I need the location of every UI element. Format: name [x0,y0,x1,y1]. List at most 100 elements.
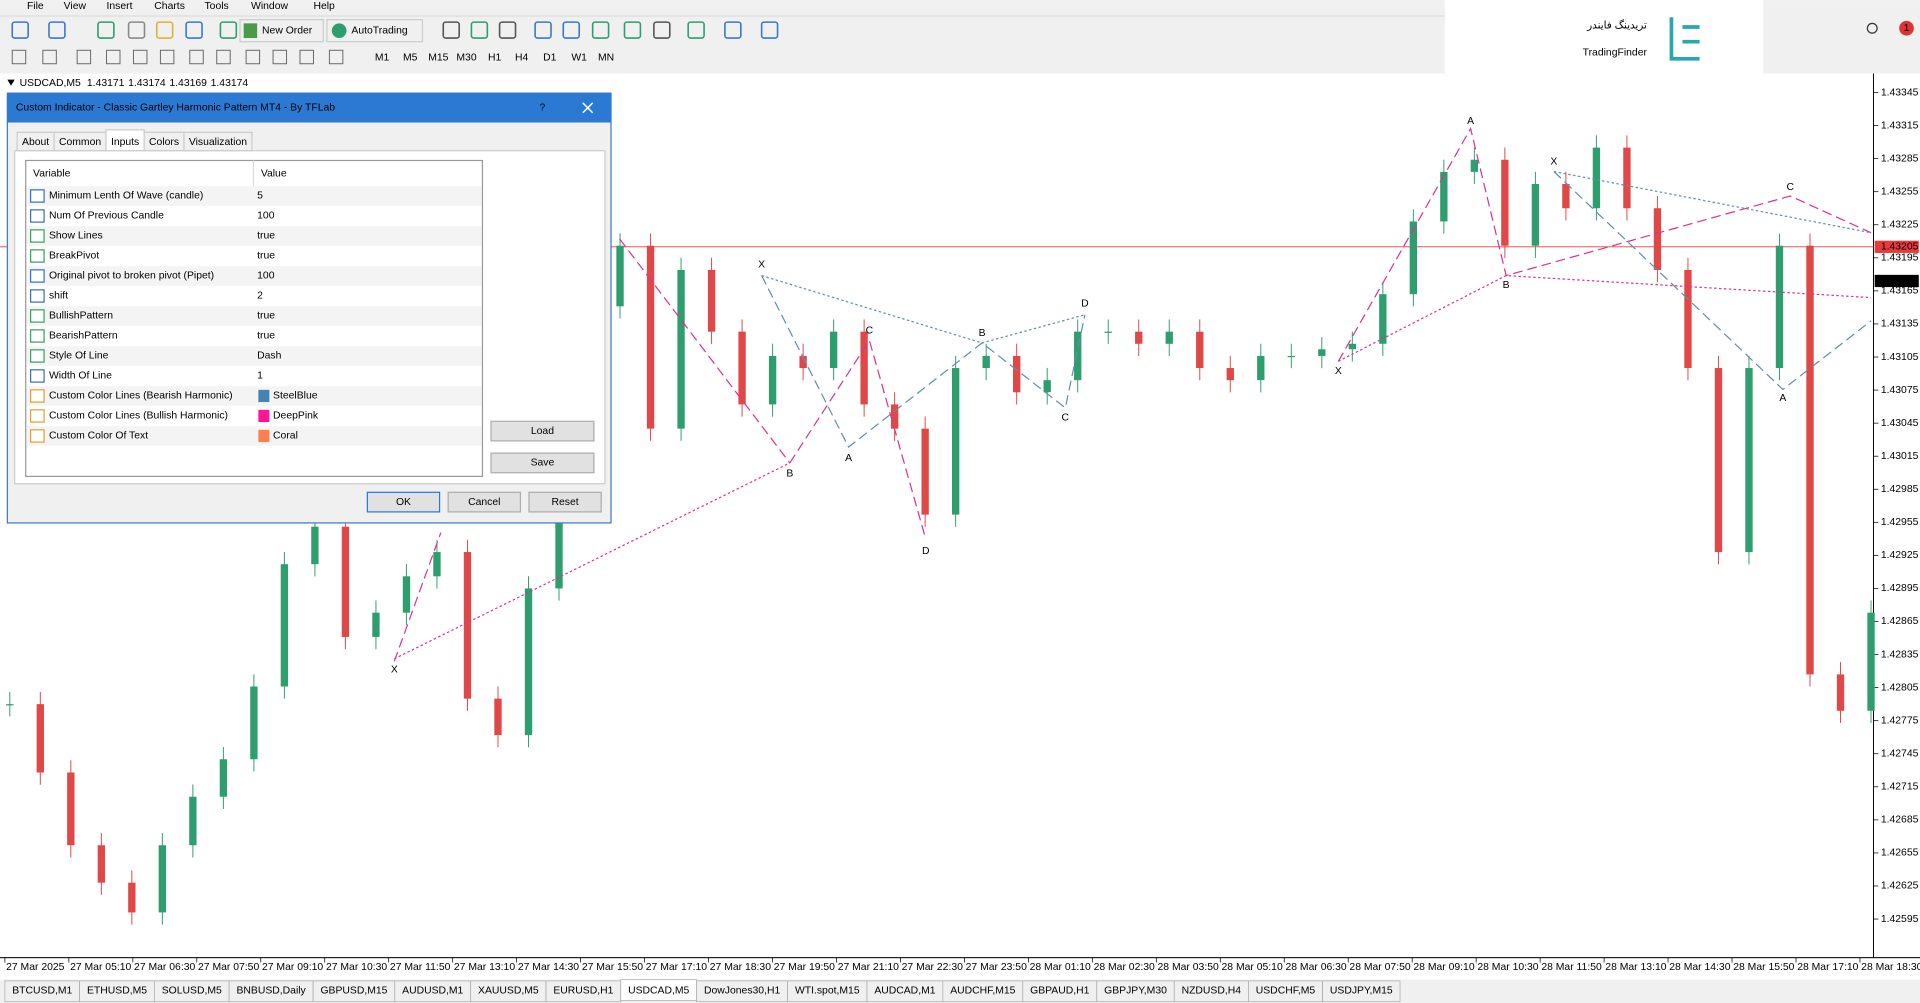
dialog-tab-label: About [22,137,49,148]
timeframe-button[interactable]: H4 [515,52,529,63]
table-row[interactable] [26,286,482,306]
toolbar-button[interactable] [591,21,610,39]
candle [860,331,868,405]
candle [280,564,289,687]
toolbar-button[interactable] [653,21,671,39]
toolbar-button[interactable] [219,21,238,39]
table-row[interactable] [26,346,482,366]
menu-item[interactable]: File [27,1,44,12]
y-tick-label: 1.42685 [1881,815,1919,826]
menu-item[interactable]: View [64,1,87,12]
table-row[interactable] [26,186,482,206]
toolbar-button[interactable] [760,21,779,39]
save-button[interactable] [490,452,595,474]
timeframe-button[interactable]: MN [598,52,614,63]
load-button[interactable] [490,420,595,442]
menu-item[interactable]: Charts [154,1,185,12]
row-value: 2 [257,291,263,302]
tool-button[interactable] [159,49,175,65]
new-order-button[interactable] [239,19,324,43]
tool-button[interactable] [189,49,204,65]
timeframe-button[interactable]: M15 [428,52,448,63]
toolbar-button[interactable] [185,21,203,39]
x-tick-label: 27 Mar 23:50 [966,962,1027,973]
menu-item[interactable]: Help [313,1,335,12]
cancel-button[interactable] [447,491,522,513]
table-row[interactable] [26,266,482,286]
y-tick-label: 1.42835 [1881,649,1919,660]
timeframe-button[interactable]: W1 [571,52,587,63]
candle [1226,368,1234,381]
table-row[interactable] [26,326,482,346]
timeframe-button[interactable]: M30 [456,52,476,63]
pattern-line [393,532,442,662]
tab[interactable] [1322,980,1401,1003]
toolbar-button[interactable] [155,21,174,39]
bid-label: 1.43174 [1881,276,1919,287]
toolbar-button[interactable] [442,21,460,39]
logo-latin: TradingFinder [1583,47,1648,58]
tool-button[interactable] [245,49,261,65]
x-tick-label: 28 Mar 09:10 [1413,962,1474,973]
candle [768,355,777,405]
table-row[interactable] [26,406,482,426]
table-row[interactable] [26,366,482,386]
x-tick-label: 28 Mar 07:50 [1349,962,1410,973]
toolbar-button[interactable] [470,21,489,39]
tab-label: SOLUSD,M5 [162,985,222,996]
tool-button[interactable] [272,49,288,65]
tool-button[interactable] [132,49,148,65]
tool-button[interactable] [76,49,92,65]
row-icon [30,289,45,303]
menu-item[interactable]: Tools [204,1,228,12]
toolbar-button[interactable] [623,21,642,39]
toolbar-button[interactable] [498,21,517,39]
tool-button[interactable] [299,49,314,65]
table-row[interactable] [26,246,482,266]
candle [433,552,441,577]
tool-button[interactable] [328,49,344,65]
x-tick-label: 28 Mar 03:50 [1158,962,1219,973]
tool-button[interactable] [216,49,231,65]
timeframe-button[interactable]: M1 [375,52,390,63]
dialog-close[interactable] [582,102,594,114]
menu-item[interactable]: Window [251,1,288,12]
dialog-help[interactable]: ? [540,103,546,114]
toolbar-button[interactable] [724,21,742,39]
x-tick-label: 28 Mar 17:10 [1797,962,1858,973]
search-icon[interactable] [1866,22,1878,34]
toolbar-button[interactable] [11,21,29,39]
tool-button[interactable] [11,49,27,65]
toolbar-button[interactable] [687,21,705,39]
reset-button[interactable] [528,491,602,513]
tab-label: AUDCHF,M15 [950,985,1015,996]
tool-button[interactable] [106,49,121,65]
toolbar-button[interactable] [562,21,580,39]
table-row[interactable] [26,306,482,326]
table-row[interactable] [26,386,482,406]
candle [1348,343,1356,350]
toolbar-button[interactable] [534,21,552,39]
dialog-tab[interactable] [183,131,253,152]
timeframe-button[interactable]: D1 [543,52,557,63]
pattern-label: A [1467,116,1474,127]
candle [1867,612,1875,711]
candle [1074,331,1082,381]
y-tick-label: 1.42985 [1881,484,1919,495]
tool-button[interactable] [42,49,57,65]
timeframe-button[interactable]: M5 [403,52,418,63]
toolbar-button[interactable] [48,21,66,39]
timeframe-button[interactable]: H1 [488,52,502,63]
candle [1623,147,1631,209]
autotrading-button[interactable] [326,19,424,43]
notification-badge[interactable] [1899,20,1914,36]
toolbar-button[interactable] [97,21,115,39]
table-row[interactable] [26,226,482,246]
toolbar-button[interactable] [127,21,146,39]
table-row[interactable] [26,426,482,446]
tab-label: GBPAUD,H1 [1030,985,1089,996]
ok-button[interactable] [366,491,441,513]
menu-item[interactable]: Insert [107,1,133,12]
table-row[interactable] [26,206,482,226]
